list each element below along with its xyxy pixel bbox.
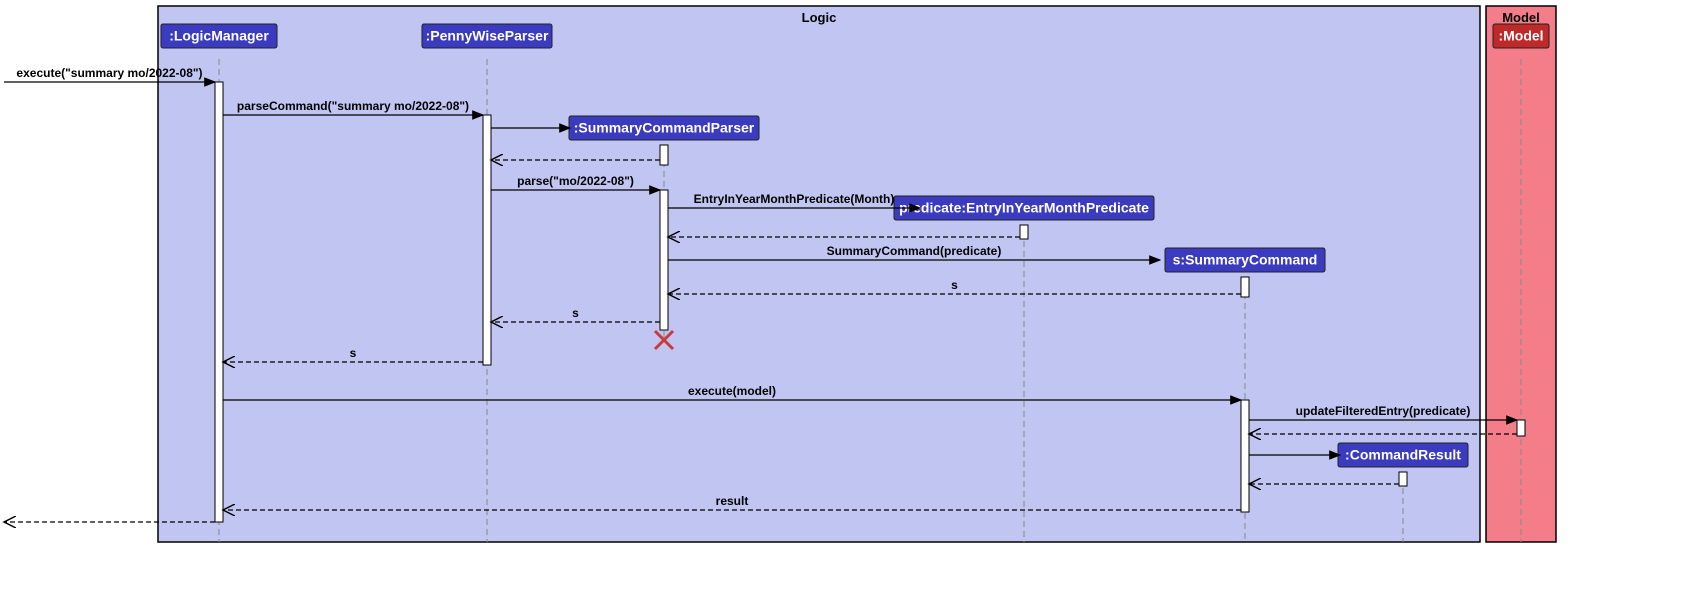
participant-label-predicate: predicate:EntryInYearMonthPredicate [899, 200, 1149, 216]
message-label-5: EntryInYearMonthPredicate(Month) [694, 192, 895, 206]
activation-2 [660, 145, 668, 165]
message-label-12: updateFilteredEntry(predicate) [1296, 404, 1471, 418]
activation-0 [215, 82, 223, 522]
message-label-9: s [572, 306, 579, 320]
activation-1 [483, 115, 491, 365]
activation-3 [660, 190, 668, 330]
message-label-8: s [951, 278, 958, 292]
participant-label-parser: :PennyWiseParser [426, 28, 549, 44]
frame-label-logic: Logic [802, 10, 837, 25]
frame-logic [158, 6, 1480, 542]
participant-label-model: :Model [1498, 28, 1543, 44]
activation-6 [1241, 400, 1249, 512]
activation-5 [1241, 277, 1249, 297]
activation-4 [1020, 225, 1028, 239]
participant-label-scp: :SummaryCommandParser [574, 120, 755, 136]
message-label-11: execute(model) [688, 384, 776, 398]
message-label-10: s [350, 346, 357, 360]
participant-label-cmd_result: :CommandResult [1345, 447, 1461, 463]
message-label-1: parseCommand("summary mo/2022-08") [237, 99, 469, 113]
activation-8 [1399, 472, 1407, 486]
activation-7 [1517, 420, 1525, 436]
sequence-diagram: Logic Model :LogicManager :PennyWiseParser… [0, 0, 1707, 596]
participant-label-summary_cmd: s:SummaryCommand [1173, 252, 1318, 268]
message-label-7: SummaryCommand(predicate) [827, 244, 1002, 258]
message-label-16: result [716, 494, 749, 508]
message-label-0: execute("summary mo/2022-08") [16, 66, 202, 80]
message-label-4: parse("mo/2022-08") [517, 174, 634, 188]
participant-label-logic_manager: :LogicManager [169, 28, 269, 44]
frame-label-model: Model [1502, 10, 1540, 25]
